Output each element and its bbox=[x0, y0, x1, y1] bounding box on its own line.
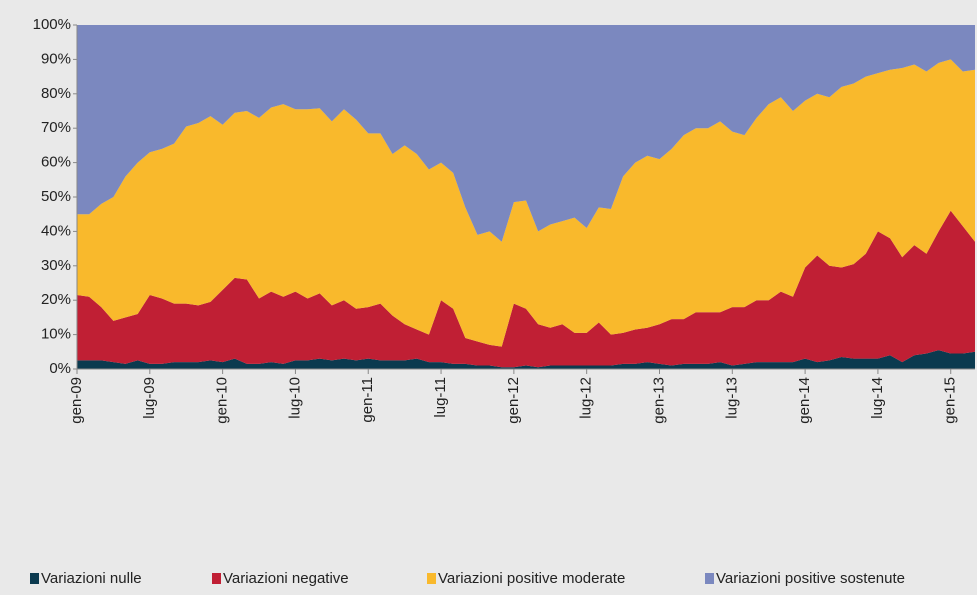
x-tick-label: gen-11 bbox=[359, 377, 376, 423]
area bbox=[77, 59, 975, 347]
y-tick-label: 90% bbox=[41, 50, 71, 67]
y-tick-label: 30% bbox=[41, 257, 71, 274]
x-tick-label: lug-14 bbox=[869, 377, 886, 419]
x-tick-label: lug-10 bbox=[286, 377, 303, 419]
x-tick-label: gen-14 bbox=[796, 377, 813, 424]
y-tick-label: 60% bbox=[41, 154, 71, 171]
y-tick-label: 0% bbox=[49, 360, 71, 377]
y-tick-label: 100% bbox=[33, 16, 71, 33]
area bbox=[77, 350, 975, 369]
y-tick-label: 40% bbox=[41, 222, 71, 239]
legend-label: Variazioni nulle bbox=[41, 570, 142, 587]
legend-swatch bbox=[705, 573, 714, 584]
y-tick-label: 10% bbox=[41, 326, 71, 343]
x-tick-label: gen-12 bbox=[505, 377, 522, 424]
area bbox=[77, 210, 975, 368]
legend-item: Variazioni positive sostenute bbox=[705, 570, 905, 587]
area bbox=[77, 25, 975, 242]
x-tick-label: lug-13 bbox=[723, 377, 740, 419]
x-tick-label: gen-13 bbox=[650, 377, 667, 424]
legend-label: Variazioni positive moderate bbox=[438, 570, 625, 587]
y-tick-label: 70% bbox=[41, 119, 71, 136]
legend-label: Variazioni negative bbox=[223, 570, 349, 587]
x-tick-label: lug-09 bbox=[141, 377, 158, 419]
legend-swatch bbox=[30, 573, 39, 584]
x-tick-label: gen-10 bbox=[214, 377, 231, 424]
legend-swatch bbox=[212, 573, 221, 584]
x-tick-label: gen-09 bbox=[68, 377, 85, 424]
legend-swatch bbox=[427, 573, 436, 584]
x-tick-label: lug-11 bbox=[432, 377, 449, 418]
y-tick-label: 50% bbox=[41, 188, 71, 205]
legend-label: Variazioni positive sostenute bbox=[716, 570, 905, 587]
x-tick-label: lug-12 bbox=[578, 377, 595, 419]
legend-item: Variazioni nulle bbox=[30, 570, 142, 587]
x-tick-label: gen-15 bbox=[942, 377, 959, 424]
legend-item: Variazioni positive moderate bbox=[427, 570, 625, 587]
legend-item: Variazioni negative bbox=[212, 570, 349, 587]
y-tick-label: 80% bbox=[41, 85, 71, 102]
y-tick-label: 20% bbox=[41, 291, 71, 308]
